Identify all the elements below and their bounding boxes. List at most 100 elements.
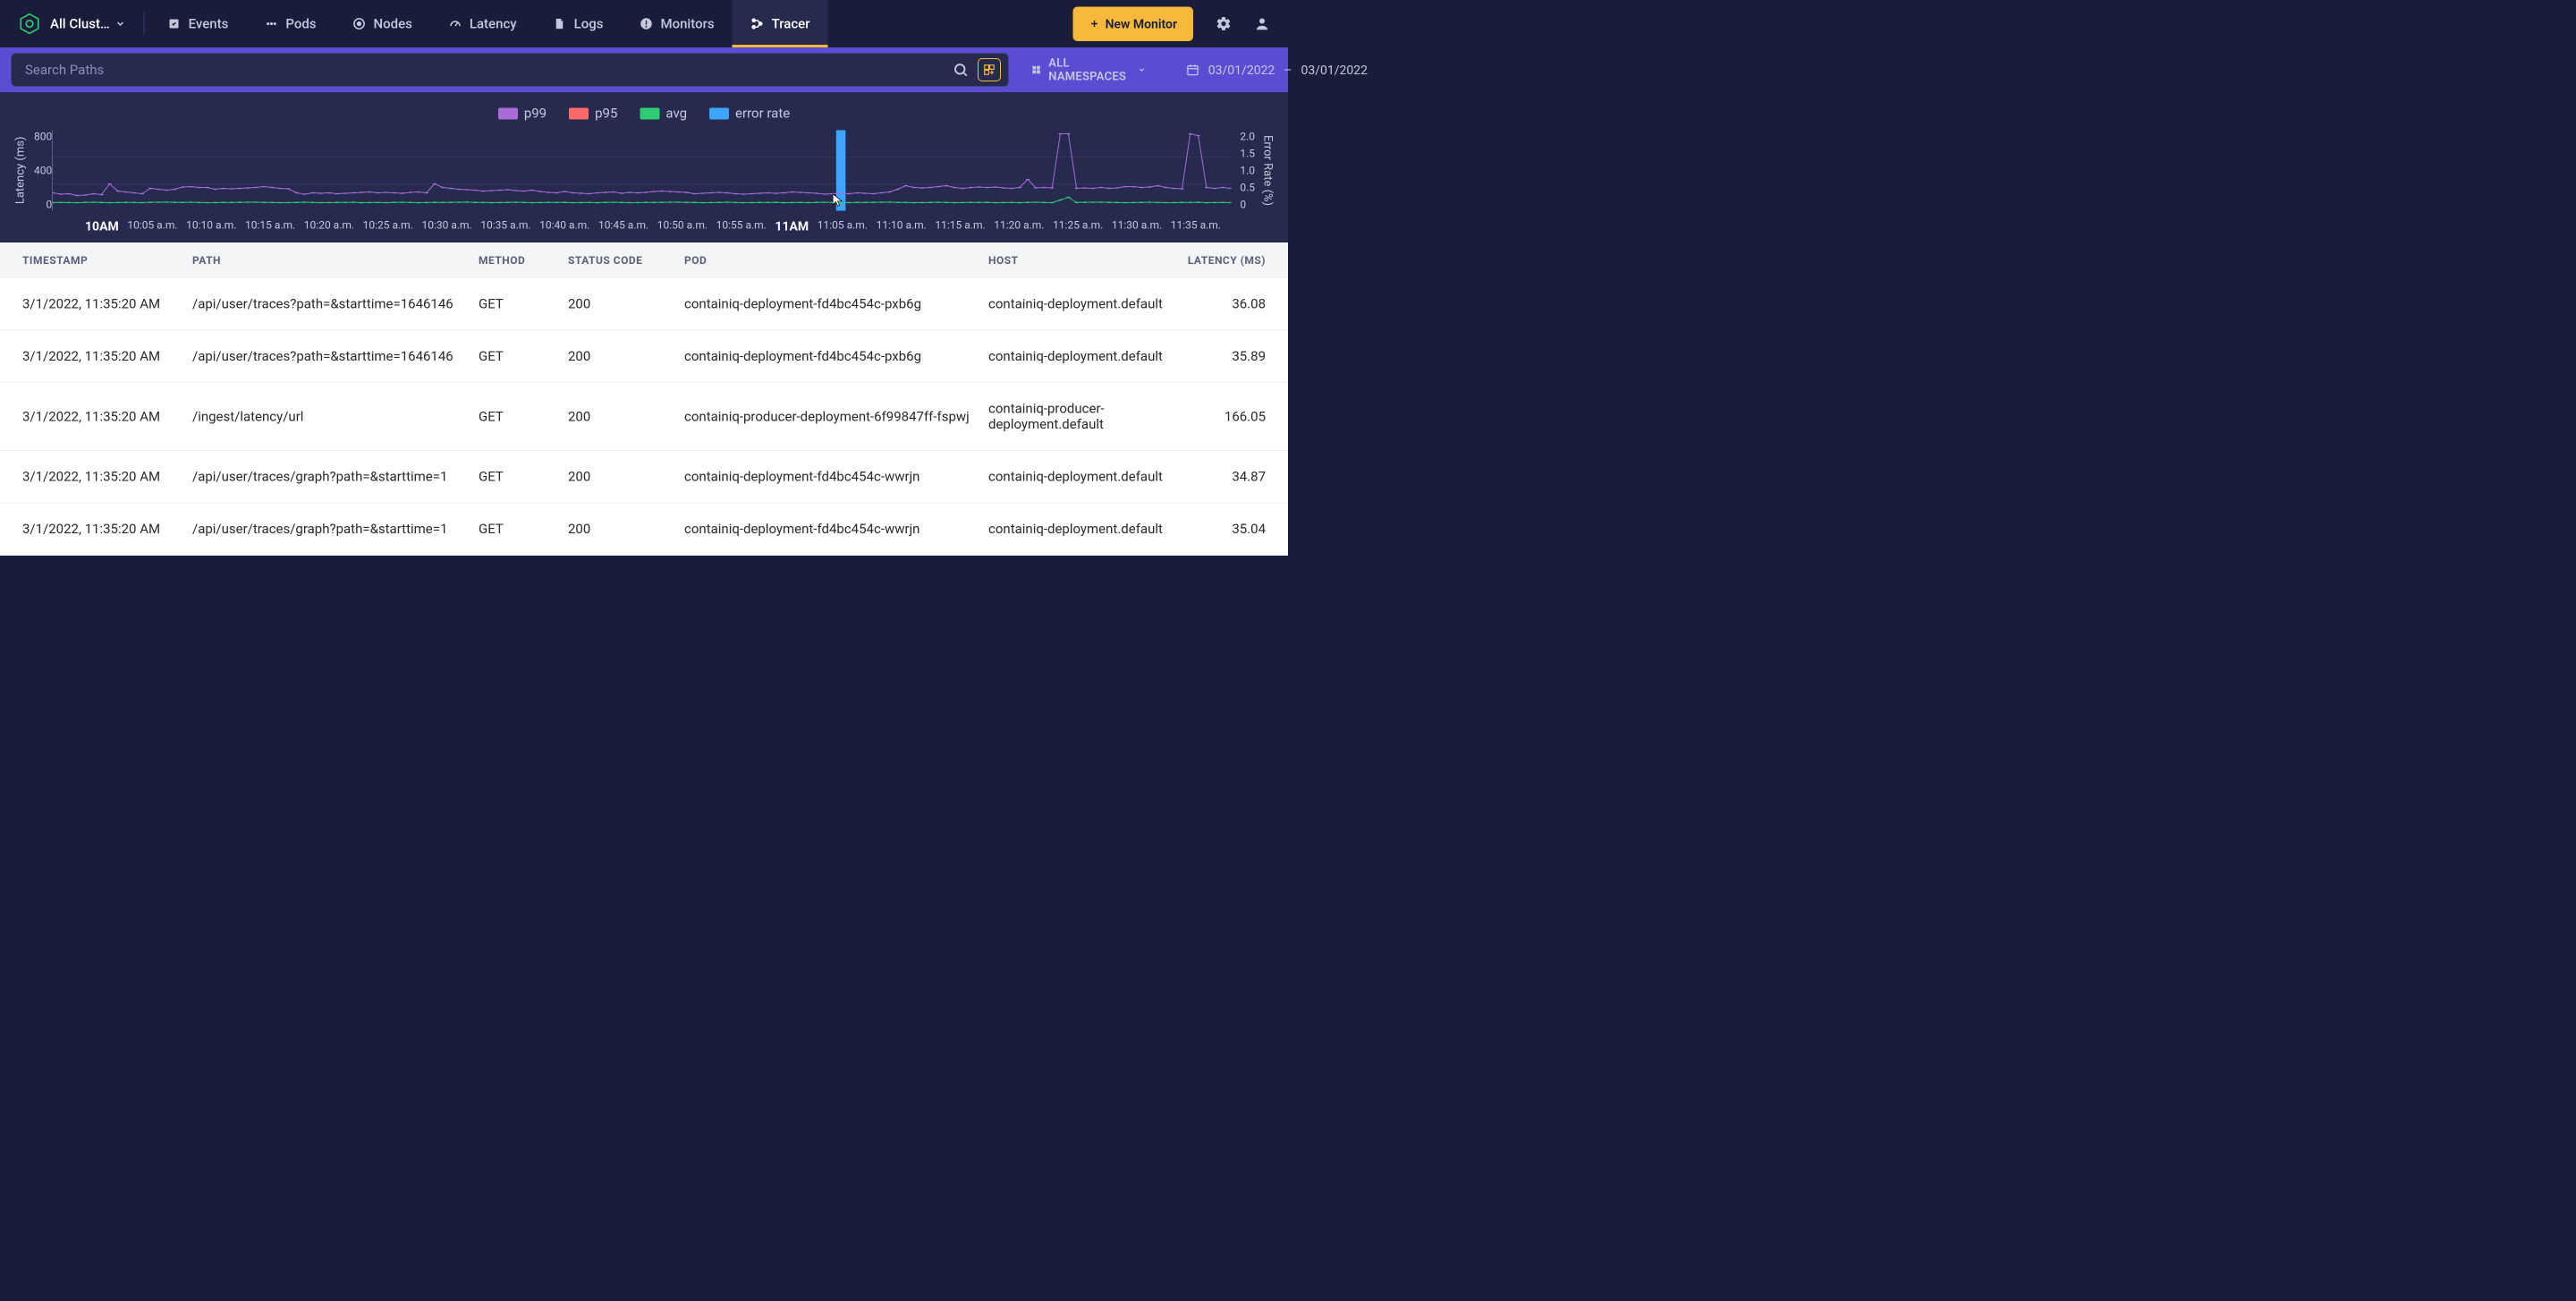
cell-path: /api/user/traces?path=&starttime=1646146 <box>192 349 479 365</box>
search-icon[interactable] <box>953 62 969 78</box>
legend-swatch <box>709 107 729 119</box>
nav-divider <box>144 13 145 35</box>
table-row[interactable]: 3/1/2022, 11:35:20 AM/api/user/traces?pa… <box>0 278 1288 331</box>
nav-item-pods[interactable]: Pods <box>246 0 334 47</box>
cell-method: GET <box>479 296 568 312</box>
cluster-selector-label: All Clust… <box>50 16 110 32</box>
table-row[interactable]: 3/1/2022, 11:35:20 AM/api/user/traces/gr… <box>0 451 1288 504</box>
table-row[interactable]: 3/1/2022, 11:35:20 AM/api/user/traces/gr… <box>0 504 1288 557</box>
legend-item-p95[interactable]: p95 <box>569 106 617 122</box>
cell-timestamp: 3/1/2022, 11:35:20 AM <box>22 296 192 312</box>
table-header: TIMESTAMP PATH METHOD STATUS CODE POD HO… <box>0 242 1288 278</box>
y-axis-label: Latency (ms) <box>13 137 27 205</box>
date-range-picker[interactable]: 03/01/2022 – 03/01/2022 <box>1168 63 1385 78</box>
events-icon <box>167 17 182 31</box>
nav-item-nodes[interactable]: Nodes <box>335 0 430 47</box>
cell-latency: 35.04 <box>1181 522 1266 538</box>
cell-path: /api/user/traces/graph?path=&starttime=1 <box>192 522 479 538</box>
table-row[interactable]: 3/1/2022, 11:35:20 AM/api/user/traces?pa… <box>0 331 1288 384</box>
nav-item-events[interactable]: Events <box>149 0 247 47</box>
nav-item-logs[interactable]: Logs <box>535 0 622 47</box>
monitors-icon <box>639 17 653 31</box>
cell-pod: containiq-deployment-fd4bc454c-pxb6g <box>684 349 988 365</box>
nodes-icon <box>352 17 367 31</box>
table-row[interactable]: 3/1/2022, 11:35:20 AM/ingest/latency/url… <box>0 383 1288 451</box>
cell-status: 200 <box>568 522 684 538</box>
y2-axis-label: Error Rate (%) <box>1261 135 1275 206</box>
cell-status: 200 <box>568 401 684 432</box>
legend-label: error rate <box>735 106 790 122</box>
namespace-selector[interactable]: ALL NAMESPACES <box>1009 56 1168 83</box>
th-method[interactable]: METHOD <box>479 254 568 267</box>
y-axis-ticks: 8004000 <box>34 131 52 211</box>
cell-host: containiq-deployment.default <box>988 469 1181 485</box>
cell-method: GET <box>479 349 568 365</box>
date-from: 03/01/2022 <box>1208 63 1275 78</box>
cell-pod: containiq-deployment-fd4bc454c-pxb6g <box>684 296 988 312</box>
cell-pod: containiq-producer-deployment-6f99847ff-… <box>684 401 988 432</box>
plus-icon <box>1089 19 1100 30</box>
legend-item-error-rate[interactable]: error rate <box>709 106 790 122</box>
cell-timestamp: 3/1/2022, 11:35:20 AM <box>22 349 192 365</box>
date-sep: – <box>1284 63 1292 78</box>
chart-svg <box>53 131 1231 211</box>
th-host[interactable]: HOST <box>988 254 1181 267</box>
pods-icon <box>264 17 278 31</box>
cell-host: containiq-producer-deployment.default <box>988 401 1181 432</box>
tracer-icon <box>750 17 765 31</box>
nav-item-tracer[interactable]: Tracer <box>733 0 828 47</box>
th-path[interactable]: PATH <box>192 254 479 267</box>
search-wrap <box>11 53 1009 87</box>
cell-method: GET <box>479 401 568 432</box>
user-icon[interactable] <box>1254 16 1270 32</box>
settings-icon[interactable] <box>1216 16 1232 32</box>
filter-bar: ALL NAMESPACES 03/01/2022 – 03/01/2022 <box>0 47 1288 92</box>
cell-latency: 166.05 <box>1181 401 1266 432</box>
nav-item-label: Latency <box>470 16 517 32</box>
nav-item-label: Monitors <box>660 16 714 32</box>
nav-item-label: Events <box>189 16 229 32</box>
cell-host: containiq-deployment.default <box>988 349 1181 365</box>
th-latency[interactable]: LATENCY (MS) <box>1181 254 1266 267</box>
cell-status: 200 <box>568 349 684 365</box>
new-monitor-button[interactable]: New Monitor <box>1073 6 1193 41</box>
legend-swatch <box>569 107 589 119</box>
nav-item-label: Nodes <box>374 16 412 32</box>
cell-path: /api/user/traces/graph?path=&starttime=1 <box>192 469 479 485</box>
legend-swatch <box>640 107 659 119</box>
latency-icon <box>448 17 462 31</box>
grid-icon <box>1031 64 1041 76</box>
th-pod[interactable]: POD <box>684 254 988 267</box>
latency-chart-panel: p99 p95 avg error rate Latency (ms) 8004000… <box>0 92 1288 242</box>
cell-pod: containiq-deployment-fd4bc454c-wwrjn <box>684 522 988 538</box>
cell-status: 200 <box>568 469 684 485</box>
legend-label: avg <box>665 106 687 122</box>
expand-button[interactable] <box>978 58 1001 81</box>
legend-item-avg[interactable]: avg <box>640 106 687 122</box>
nav-item-monitors[interactable]: Monitors <box>621 0 732 47</box>
cell-host: containiq-deployment.default <box>988 296 1181 312</box>
cluster-selector[interactable]: All Clust… <box>46 16 140 32</box>
th-status[interactable]: STATUS CODE <box>568 254 684 267</box>
x-axis-ticks: 10AM10:05 a.m.10:10 a.m.10:15 a.m.10:20 … <box>85 219 1221 234</box>
legend-label: p99 <box>524 106 547 122</box>
th-timestamp[interactable]: TIMESTAMP <box>22 254 192 267</box>
cell-method: GET <box>479 522 568 538</box>
traces-table: TIMESTAMP PATH METHOD STATUS CODE POD HO… <box>0 242 1288 556</box>
search-input[interactable] <box>12 62 944 78</box>
nav-item-latency[interactable]: Latency <box>430 0 535 47</box>
logo[interactable] <box>18 13 41 36</box>
cell-host: containiq-deployment.default <box>988 522 1181 538</box>
sparkle-icon <box>983 64 996 76</box>
chart-legend: p99 p95 avg error rate <box>13 106 1275 122</box>
top-nav: All Clust… Events Pods Nodes Latency Logs Mon… <box>0 0 1288 47</box>
cell-timestamp: 3/1/2022, 11:35:20 AM <box>22 469 192 485</box>
nav-item-label: Logs <box>574 16 604 32</box>
legend-item-p99[interactable]: p99 <box>498 106 547 122</box>
chart-plot-area[interactable] <box>52 131 1231 211</box>
cell-latency: 35.89 <box>1181 349 1266 365</box>
calendar-icon <box>1186 64 1199 77</box>
chevron-down-icon <box>1138 65 1146 75</box>
chevron-down-icon <box>115 19 126 30</box>
y2-axis-ticks: 2.01.51.00.50 <box>1240 131 1255 211</box>
